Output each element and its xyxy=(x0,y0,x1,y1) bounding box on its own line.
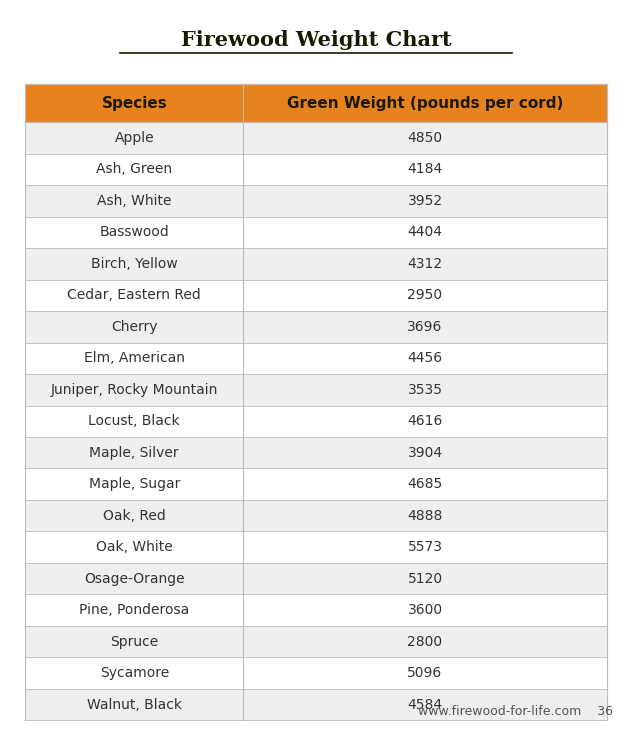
Text: 4312: 4312 xyxy=(408,257,442,271)
Text: Spruce: Spruce xyxy=(110,635,159,649)
Text: Locust, Black: Locust, Black xyxy=(88,414,180,428)
Text: Green Weight (pounds per cord): Green Weight (pounds per cord) xyxy=(287,96,563,111)
Text: Firewood Weight Chart: Firewood Weight Chart xyxy=(181,30,451,51)
Text: 2800: 2800 xyxy=(408,635,442,649)
Text: 4850: 4850 xyxy=(408,131,442,145)
Text: Oak, White: Oak, White xyxy=(96,540,173,554)
Text: 4584: 4584 xyxy=(408,698,442,712)
FancyBboxPatch shape xyxy=(25,217,607,248)
FancyBboxPatch shape xyxy=(25,594,607,626)
Text: Ash, Green: Ash, Green xyxy=(96,163,173,176)
Text: 4456: 4456 xyxy=(408,351,442,365)
FancyBboxPatch shape xyxy=(25,154,607,185)
Text: Juniper, Rocky Mountain: Juniper, Rocky Mountain xyxy=(51,383,218,397)
FancyBboxPatch shape xyxy=(25,531,607,563)
Text: 3904: 3904 xyxy=(408,446,442,460)
Text: Walnut, Black: Walnut, Black xyxy=(87,698,182,712)
Text: 4616: 4616 xyxy=(408,414,442,428)
Text: Cherry: Cherry xyxy=(111,320,157,334)
Text: Pine, Ponderosa: Pine, Ponderosa xyxy=(79,603,190,617)
Text: www.firewood-for-life.com    36: www.firewood-for-life.com 36 xyxy=(418,705,613,718)
FancyBboxPatch shape xyxy=(25,374,607,406)
FancyBboxPatch shape xyxy=(25,248,607,280)
Text: Cedar, Eastern Red: Cedar, Eastern Red xyxy=(68,288,201,302)
Text: 3535: 3535 xyxy=(408,383,442,397)
Text: Osage-Orange: Osage-Orange xyxy=(84,572,185,586)
FancyBboxPatch shape xyxy=(25,84,607,122)
Text: Birch, Yellow: Birch, Yellow xyxy=(91,257,178,271)
FancyBboxPatch shape xyxy=(25,437,607,468)
Text: Sycamore: Sycamore xyxy=(100,666,169,680)
FancyBboxPatch shape xyxy=(25,311,607,343)
Text: Apple: Apple xyxy=(114,131,154,145)
FancyBboxPatch shape xyxy=(25,657,607,689)
FancyBboxPatch shape xyxy=(25,280,607,311)
FancyBboxPatch shape xyxy=(25,122,607,154)
Text: Oak, Red: Oak, Red xyxy=(103,509,166,523)
Text: 3600: 3600 xyxy=(408,603,442,617)
Text: Elm, American: Elm, American xyxy=(84,351,185,365)
Text: 4184: 4184 xyxy=(408,163,442,176)
Text: 5573: 5573 xyxy=(408,540,442,554)
Text: 2950: 2950 xyxy=(408,288,442,302)
FancyBboxPatch shape xyxy=(25,343,607,374)
FancyBboxPatch shape xyxy=(25,626,607,657)
FancyBboxPatch shape xyxy=(25,185,607,217)
Text: Maple, Silver: Maple, Silver xyxy=(90,446,179,460)
Text: 4888: 4888 xyxy=(408,509,442,523)
FancyBboxPatch shape xyxy=(25,468,607,500)
FancyBboxPatch shape xyxy=(25,563,607,594)
Text: 3952: 3952 xyxy=(408,194,442,208)
Text: Species: Species xyxy=(101,96,167,111)
FancyBboxPatch shape xyxy=(25,689,607,720)
FancyBboxPatch shape xyxy=(25,406,607,437)
Text: 5120: 5120 xyxy=(408,572,442,586)
Text: 3696: 3696 xyxy=(408,320,442,334)
Text: 5096: 5096 xyxy=(408,666,442,680)
FancyBboxPatch shape xyxy=(25,500,607,531)
Text: 4685: 4685 xyxy=(408,477,442,491)
Text: Basswood: Basswood xyxy=(99,225,169,239)
Text: Ash, White: Ash, White xyxy=(97,194,171,208)
Text: 4404: 4404 xyxy=(408,225,442,239)
Text: Maple, Sugar: Maple, Sugar xyxy=(88,477,180,491)
